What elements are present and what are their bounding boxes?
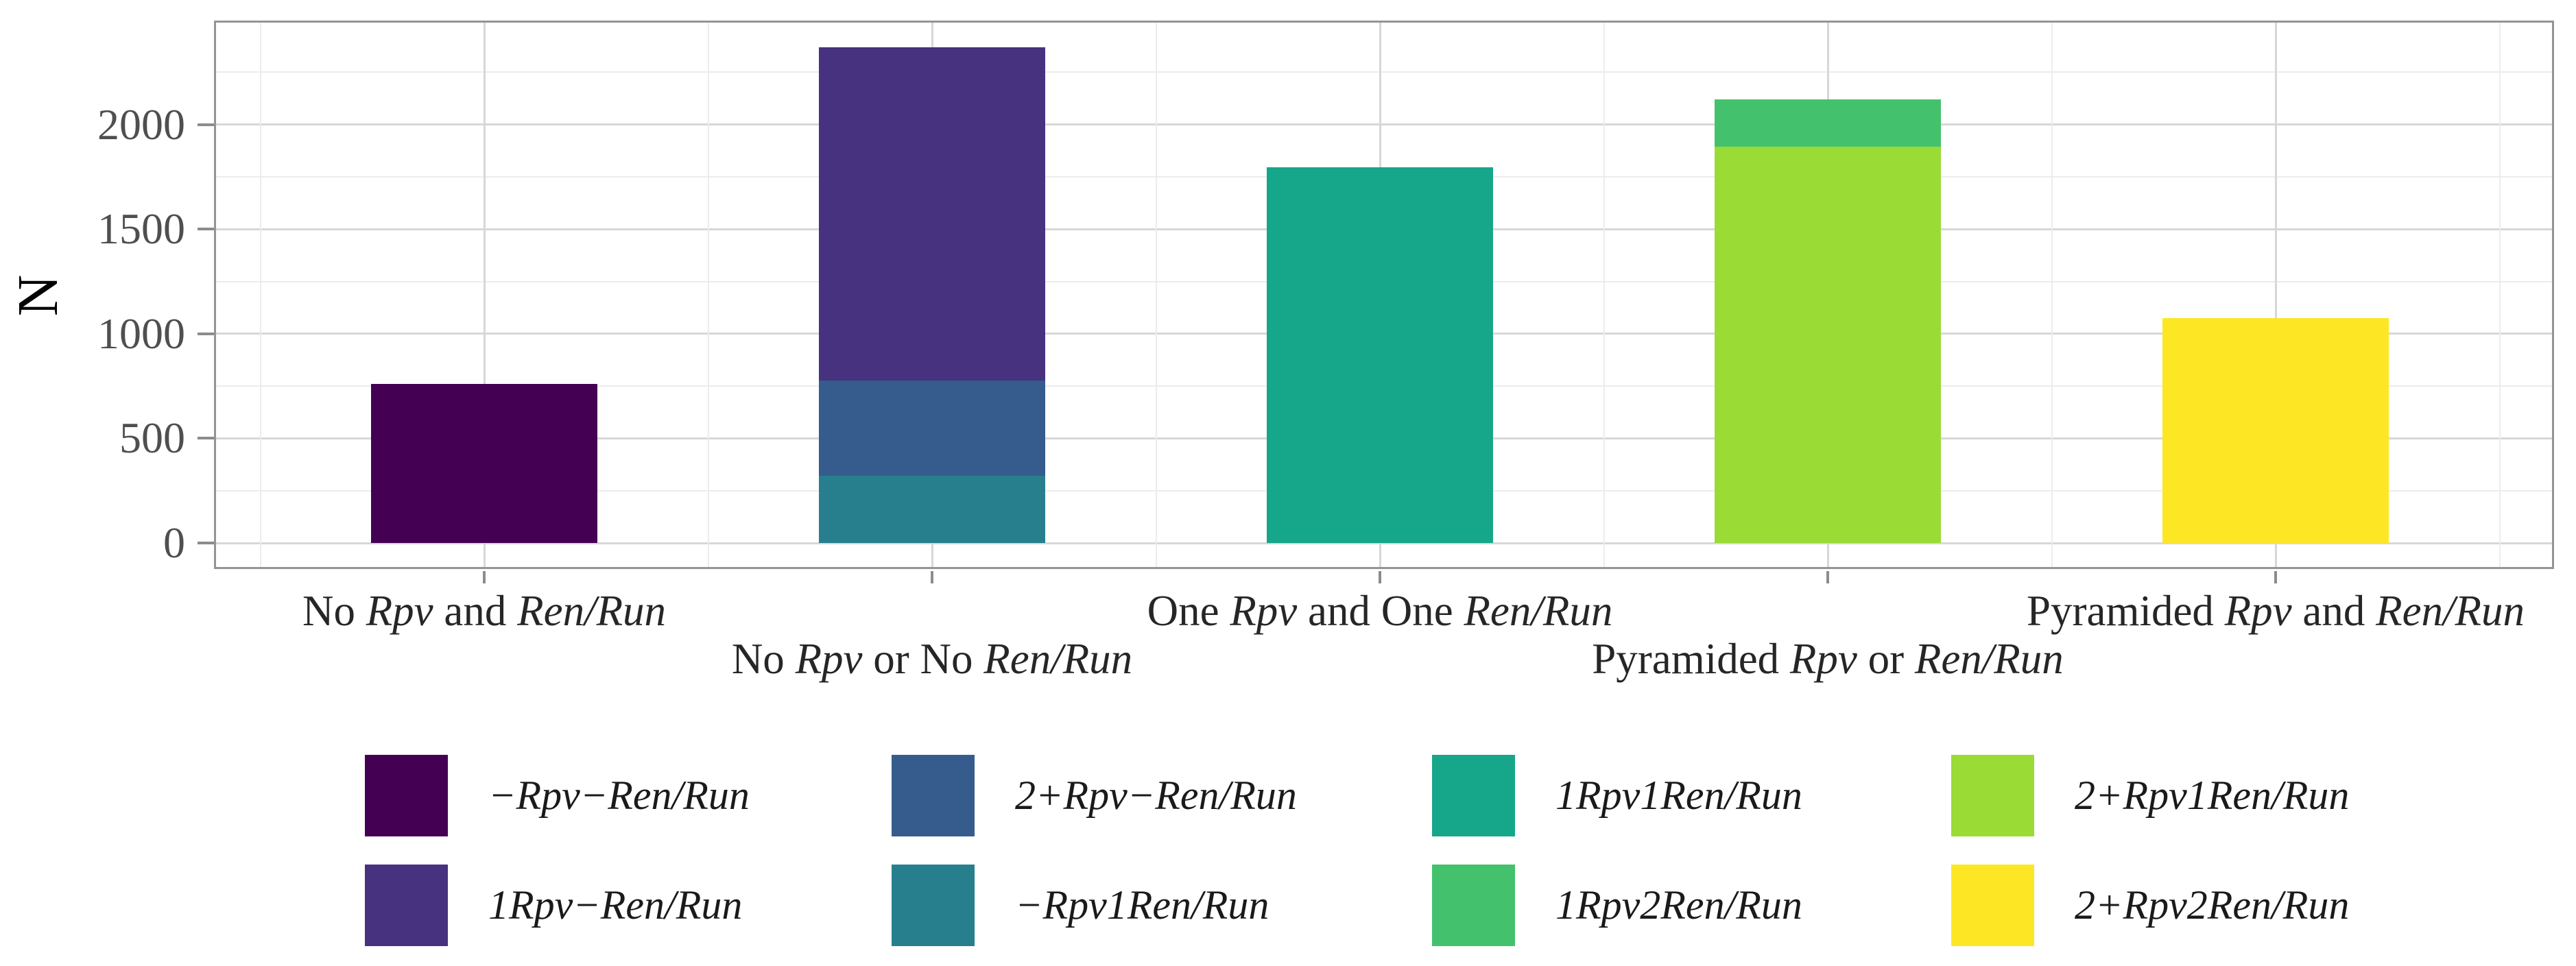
- y-tick-label: 500: [119, 413, 185, 463]
- legend-item: 1Rpv2Ren/Run: [1432, 865, 1912, 946]
- y-tick-label: 1500: [97, 204, 185, 254]
- y-tick-label: 1000: [97, 309, 185, 358]
- x-category-label: One Rpv and One Ren/Run: [1147, 587, 1613, 635]
- gridline-major-horizontal: [216, 542, 2552, 544]
- gridline-major-vertical: [483, 23, 486, 567]
- legend-item: −Rpv1Ren/Run: [892, 865, 1372, 946]
- y-tick-mark: [198, 228, 214, 231]
- legend-label: 2+Rpv−Ren/Run: [1015, 773, 1297, 818]
- legend-label: 2+Rpv2Ren/Run: [2075, 882, 2350, 928]
- legend-item: 2+Rpv1Ren/Run: [1951, 755, 2431, 836]
- y-tick-label: 0: [163, 518, 185, 567]
- bar-segment: [2162, 317, 2389, 543]
- legend-item: 2+Rpv2Ren/Run: [1951, 865, 2431, 946]
- gridline-minor-horizontal: [216, 71, 2552, 73]
- x-tick-mark: [1826, 571, 1829, 583]
- x-tick-mark: [2274, 571, 2277, 583]
- y-tick-label: 2000: [97, 99, 185, 149]
- y-tick-mark: [198, 542, 214, 544]
- gridline-major-vertical: [2274, 23, 2277, 567]
- legend-color-swatch: [1432, 865, 1515, 946]
- x-category-label: Pyramided Rpv and Ren/Run: [2026, 587, 2525, 635]
- x-category-label: Pyramided Rpv or Ren/Run: [1592, 635, 2064, 683]
- bar-segment: [819, 476, 1045, 543]
- legend-item: −Rpv−Ren/Run: [365, 755, 845, 836]
- plot-panel: [214, 21, 2554, 569]
- bar-segment: [1267, 167, 1493, 543]
- bar-segment: [819, 47, 1045, 381]
- legend-color-swatch: [1432, 755, 1515, 836]
- legend-label: 1Rpv−Ren/Run: [488, 882, 743, 928]
- bar-segment: [1715, 146, 1941, 543]
- x-tick-mark: [483, 571, 486, 583]
- legend-item: 1Rpv1Ren/Run: [1432, 755, 1912, 836]
- gridline-major-horizontal: [216, 123, 2552, 126]
- gridline-minor-vertical: [2051, 23, 2053, 567]
- gridline-minor-vertical: [2499, 23, 2501, 567]
- legend-item: 1Rpv−Ren/Run: [365, 865, 845, 946]
- x-category-label: No Rpv and Ren/Run: [302, 587, 667, 635]
- gridline-minor-vertical: [707, 23, 709, 567]
- y-tick-mark: [198, 437, 214, 440]
- gridline-minor-vertical: [259, 23, 261, 567]
- legend-label: 1Rpv2Ren/Run: [1555, 882, 1802, 928]
- legend-color-swatch: [892, 755, 975, 836]
- y-tick-mark: [198, 123, 214, 126]
- legend-item: 2+Rpv−Ren/Run: [892, 755, 1372, 836]
- legend-label: 2+Rpv1Ren/Run: [2075, 773, 2350, 818]
- legend-color-swatch: [892, 865, 975, 946]
- bar-segment: [371, 384, 597, 543]
- legend-color-swatch: [1951, 755, 2034, 836]
- gridline-minor-vertical: [1155, 23, 1157, 567]
- legend-label: −Rpv1Ren/Run: [1015, 882, 1269, 928]
- legend-color-swatch: [365, 865, 448, 946]
- x-tick-mark: [1379, 571, 1381, 583]
- y-tick-mark: [198, 332, 214, 335]
- legend-label: 1Rpv1Ren/Run: [1555, 773, 1802, 818]
- bar-segment: [1715, 99, 1941, 147]
- x-tick-mark: [931, 571, 933, 583]
- legend-color-swatch: [365, 755, 448, 836]
- x-category-label: No Rpv or No Ren/Run: [731, 635, 1133, 683]
- bar-segment: [819, 381, 1045, 476]
- legend-color-swatch: [1951, 865, 2034, 946]
- gridline-minor-vertical: [1603, 23, 1605, 567]
- legend-label: −Rpv−Ren/Run: [488, 773, 750, 818]
